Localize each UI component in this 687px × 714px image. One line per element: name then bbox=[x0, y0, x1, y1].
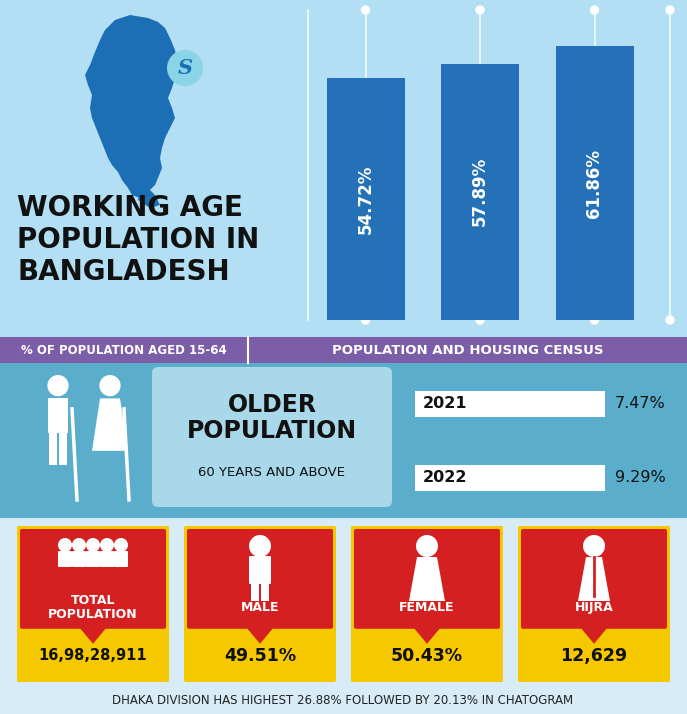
FancyBboxPatch shape bbox=[518, 526, 670, 682]
Text: 60 YEARS AND ABOVE: 60 YEARS AND ABOVE bbox=[199, 466, 346, 480]
Circle shape bbox=[167, 50, 203, 86]
Circle shape bbox=[47, 375, 69, 396]
FancyBboxPatch shape bbox=[100, 551, 114, 567]
FancyBboxPatch shape bbox=[187, 529, 333, 629]
Bar bbox=[556, 46, 633, 320]
Bar bbox=[415, 465, 605, 491]
Circle shape bbox=[476, 6, 484, 14]
Bar bbox=[0, 0, 687, 355]
Bar bbox=[49, 433, 56, 465]
Circle shape bbox=[86, 538, 100, 552]
Text: FEMALE: FEMALE bbox=[399, 601, 455, 614]
Circle shape bbox=[58, 538, 72, 552]
Text: 61.86%: 61.86% bbox=[585, 149, 603, 218]
Text: TOTAL
POPULATION: TOTAL POPULATION bbox=[48, 594, 138, 621]
Circle shape bbox=[416, 535, 438, 557]
Polygon shape bbox=[579, 625, 609, 644]
Circle shape bbox=[100, 538, 114, 552]
Bar bbox=[251, 583, 259, 601]
Bar bbox=[441, 64, 519, 320]
Circle shape bbox=[100, 375, 121, 396]
Circle shape bbox=[72, 538, 86, 552]
Polygon shape bbox=[578, 557, 610, 601]
Bar bbox=[48, 398, 68, 433]
FancyBboxPatch shape bbox=[249, 556, 271, 584]
Text: 12,629: 12,629 bbox=[561, 647, 627, 665]
Text: WORKING AGE
POPULATION IN
BANGLADESH: WORKING AGE POPULATION IN BANGLADESH bbox=[17, 193, 259, 286]
Text: % OF POPULATION AGED 15-64: % OF POPULATION AGED 15-64 bbox=[21, 343, 227, 356]
Bar bbox=[0, 337, 248, 363]
Text: 7.47%: 7.47% bbox=[615, 396, 666, 411]
Circle shape bbox=[114, 538, 128, 552]
Circle shape bbox=[361, 6, 370, 14]
Polygon shape bbox=[364, 343, 396, 363]
Circle shape bbox=[583, 535, 605, 557]
Circle shape bbox=[666, 6, 674, 14]
Text: 16,98,28,911: 16,98,28,911 bbox=[38, 648, 147, 663]
Circle shape bbox=[666, 316, 674, 324]
Text: 2022: 2022 bbox=[423, 471, 467, 486]
Circle shape bbox=[476, 316, 484, 324]
FancyBboxPatch shape bbox=[72, 551, 86, 567]
Text: 2011: 2011 bbox=[458, 340, 502, 355]
FancyBboxPatch shape bbox=[86, 551, 100, 567]
Polygon shape bbox=[85, 15, 178, 198]
Text: POPULATION AND HOUSING CENSUS: POPULATION AND HOUSING CENSUS bbox=[332, 343, 603, 356]
FancyBboxPatch shape bbox=[184, 526, 336, 682]
FancyBboxPatch shape bbox=[354, 529, 500, 629]
FancyBboxPatch shape bbox=[58, 551, 72, 567]
Text: 2021: 2021 bbox=[423, 396, 467, 411]
Polygon shape bbox=[245, 625, 275, 644]
Polygon shape bbox=[138, 185, 160, 208]
Polygon shape bbox=[92, 398, 128, 451]
Circle shape bbox=[249, 535, 271, 557]
Polygon shape bbox=[412, 625, 442, 644]
Text: 2022: 2022 bbox=[572, 340, 617, 355]
Bar bbox=[326, 78, 405, 320]
Text: 2001: 2001 bbox=[344, 340, 387, 355]
Circle shape bbox=[591, 316, 598, 324]
Bar bbox=[0, 685, 687, 714]
FancyBboxPatch shape bbox=[20, 529, 166, 629]
FancyBboxPatch shape bbox=[521, 529, 667, 629]
Polygon shape bbox=[409, 557, 445, 601]
Text: OLDER
POPULATION: OLDER POPULATION bbox=[187, 393, 357, 443]
Bar bbox=[415, 391, 605, 417]
FancyBboxPatch shape bbox=[152, 367, 392, 507]
Circle shape bbox=[361, 316, 370, 324]
FancyBboxPatch shape bbox=[351, 526, 503, 682]
Polygon shape bbox=[78, 625, 108, 644]
Text: HIJRA: HIJRA bbox=[574, 601, 613, 614]
Bar bbox=[59, 433, 67, 465]
Text: 9.29%: 9.29% bbox=[615, 471, 666, 486]
Bar bbox=[0, 518, 687, 685]
FancyBboxPatch shape bbox=[114, 551, 128, 567]
FancyBboxPatch shape bbox=[17, 526, 169, 682]
Text: S: S bbox=[177, 58, 192, 78]
Bar bbox=[0, 363, 687, 518]
Circle shape bbox=[591, 6, 598, 14]
Text: 49.51%: 49.51% bbox=[224, 647, 296, 665]
Text: MALE: MALE bbox=[240, 601, 279, 614]
Text: 57.89%: 57.89% bbox=[471, 157, 489, 226]
Text: 50.43%: 50.43% bbox=[391, 647, 463, 665]
Bar bbox=[248, 337, 687, 363]
Text: DHAKA DIVISION HAS HIGHEST 26.88% FOLLOWED BY 20.13% IN CHATOGRAM: DHAKA DIVISION HAS HIGHEST 26.88% FOLLOW… bbox=[113, 693, 574, 706]
Polygon shape bbox=[174, 343, 206, 363]
Bar bbox=[261, 583, 269, 601]
Text: 54.72%: 54.72% bbox=[357, 164, 374, 233]
